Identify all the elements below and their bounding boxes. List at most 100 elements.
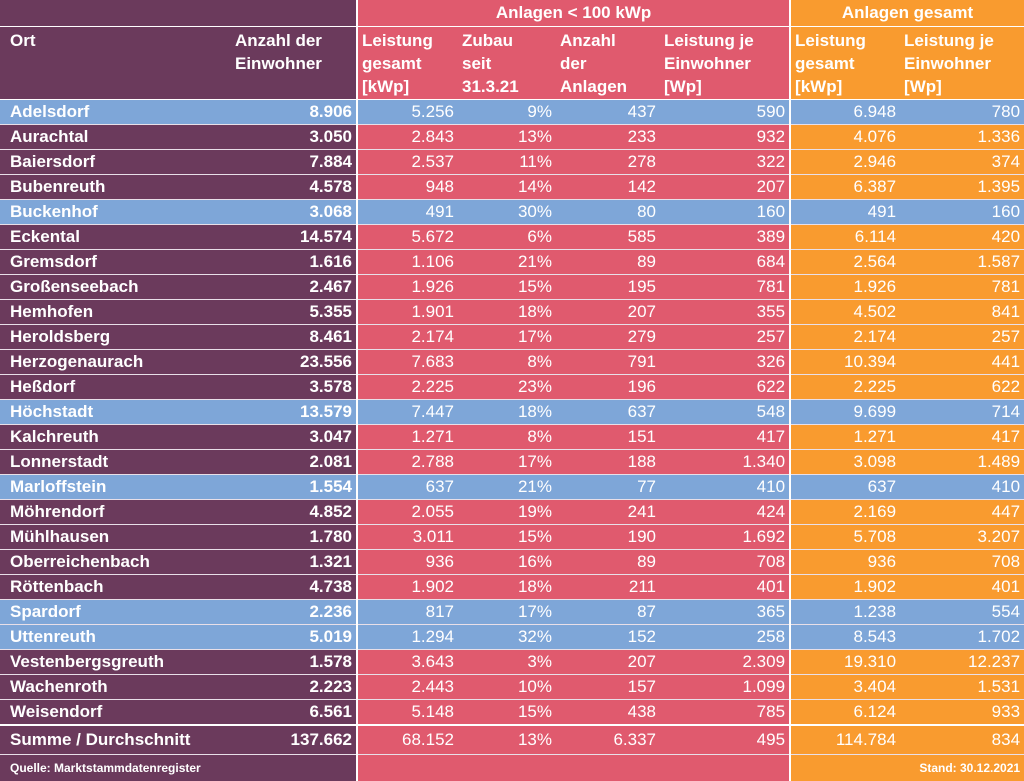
cell-einwohner: 6.561 [225,700,357,726]
cell-anlagen: 207 [556,300,660,325]
header-line: gesamt [362,52,454,75]
cell-anlagen: 151 [556,425,660,450]
cell-gesamt-je-einwohner: 1.587 [900,250,1024,275]
cell-einwohner: 3.050 [225,125,357,150]
cell-anlagen: 207 [556,650,660,675]
header-line: Anzahl [560,29,656,52]
cell-einwohner: 2.467 [225,275,357,300]
cell-gesamt-je-einwohner: 622 [900,375,1024,400]
cell-anlagen: 80 [556,200,660,225]
header-line: Einwohner [664,52,785,75]
column-header-gesamt-leistung: Leistung gesamt [kWp] [790,27,900,100]
header-line: [Wp] [904,75,1020,98]
cell-ort: Herzogenaurach [0,350,225,375]
cell-leistung: 5.672 [357,225,458,250]
summary-cell-einwohner: 137.662 [225,725,357,755]
cell-ort: Aurachtal [0,125,225,150]
cell-leistung-je-einwohner: 590 [660,100,790,125]
cell-leistung: 2.055 [357,500,458,525]
cell-zubau: 23% [458,375,556,400]
cell-gesamt-je-einwohner: 1.336 [900,125,1024,150]
cell-zubau: 17% [458,325,556,350]
cell-leistung-je-einwohner: 781 [660,275,790,300]
header-line: Einwohner [904,52,1020,75]
cell-zubau: 17% [458,600,556,625]
cell-einwohner: 13.579 [225,400,357,425]
cell-leistung-je-einwohner: 1.692 [660,525,790,550]
cell-zubau: 18% [458,575,556,600]
cell-anlagen: 437 [556,100,660,125]
cell-gesamt-leistung: 10.394 [790,350,900,375]
cell-einwohner: 2.081 [225,450,357,475]
cell-gesamt-je-einwohner: 401 [900,575,1024,600]
cell-zubau: 32% [458,625,556,650]
cell-anlagen: 791 [556,350,660,375]
cell-gesamt-je-einwohner: 417 [900,425,1024,450]
cell-leistung: 2.225 [357,375,458,400]
column-header-einwohner: Anzahl der Einwohner [225,27,357,100]
cell-einwohner: 3.047 [225,425,357,450]
cell-ort: Bubenreuth [0,175,225,200]
summary-cell-ort: Summe / Durchschnitt [0,725,225,755]
column-header-zubau: Zubau seit 31.3.21 [458,27,556,100]
cell-anlagen: 188 [556,450,660,475]
header-line: gesamt [795,52,896,75]
cell-einwohner: 8.461 [225,325,357,350]
cell-ort: Adelsdorf [0,100,225,125]
cell-gesamt-leistung: 2.564 [790,250,900,275]
cell-anlagen: 87 [556,600,660,625]
cell-gesamt-leistung: 2.946 [790,150,900,175]
summary-cell-leistung: 68.152 [357,725,458,755]
cell-leistung-je-einwohner: 160 [660,200,790,225]
cell-anlagen: 196 [556,375,660,400]
cell-leistung: 1.294 [357,625,458,650]
cell-leistung: 491 [357,200,458,225]
cell-ort: Heroldsberg [0,325,225,350]
cell-gesamt-je-einwohner: 3.207 [900,525,1024,550]
cell-leistung: 817 [357,600,458,625]
cell-zubau: 17% [458,450,556,475]
cell-leistung-je-einwohner: 389 [660,225,790,250]
cell-ort: Oberreichenbach [0,550,225,575]
cell-leistung-je-einwohner: 258 [660,625,790,650]
cell-zubau: 30% [458,200,556,225]
cell-leistung: 5.148 [357,700,458,726]
cell-zubau: 8% [458,425,556,450]
cell-leistung: 1.271 [357,425,458,450]
cell-ort: Wachenroth [0,675,225,700]
cell-leistung-je-einwohner: 326 [660,350,790,375]
cell-einwohner: 1.554 [225,475,357,500]
cell-gesamt-leistung: 936 [790,550,900,575]
summary-cell-leistung-je-einwohner: 495 [660,725,790,755]
cell-anlagen: 195 [556,275,660,300]
cell-zubau: 16% [458,550,556,575]
cell-gesamt-leistung: 491 [790,200,900,225]
cell-ort: Marloffstein [0,475,225,500]
cell-ort: Röttenbach [0,575,225,600]
cell-anlagen: 233 [556,125,660,150]
cell-gesamt-leistung: 6.948 [790,100,900,125]
cell-ort: Gremsdorf [0,250,225,275]
cell-leistung-je-einwohner: 1.099 [660,675,790,700]
cell-zubau: 19% [458,500,556,525]
cell-leistung: 1.902 [357,575,458,600]
cell-leistung: 2.537 [357,150,458,175]
cell-leistung: 1.901 [357,300,458,325]
cell-gesamt-leistung: 6.124 [790,700,900,726]
header-line: seit [462,52,552,75]
cell-ort: Uttenreuth [0,625,225,650]
